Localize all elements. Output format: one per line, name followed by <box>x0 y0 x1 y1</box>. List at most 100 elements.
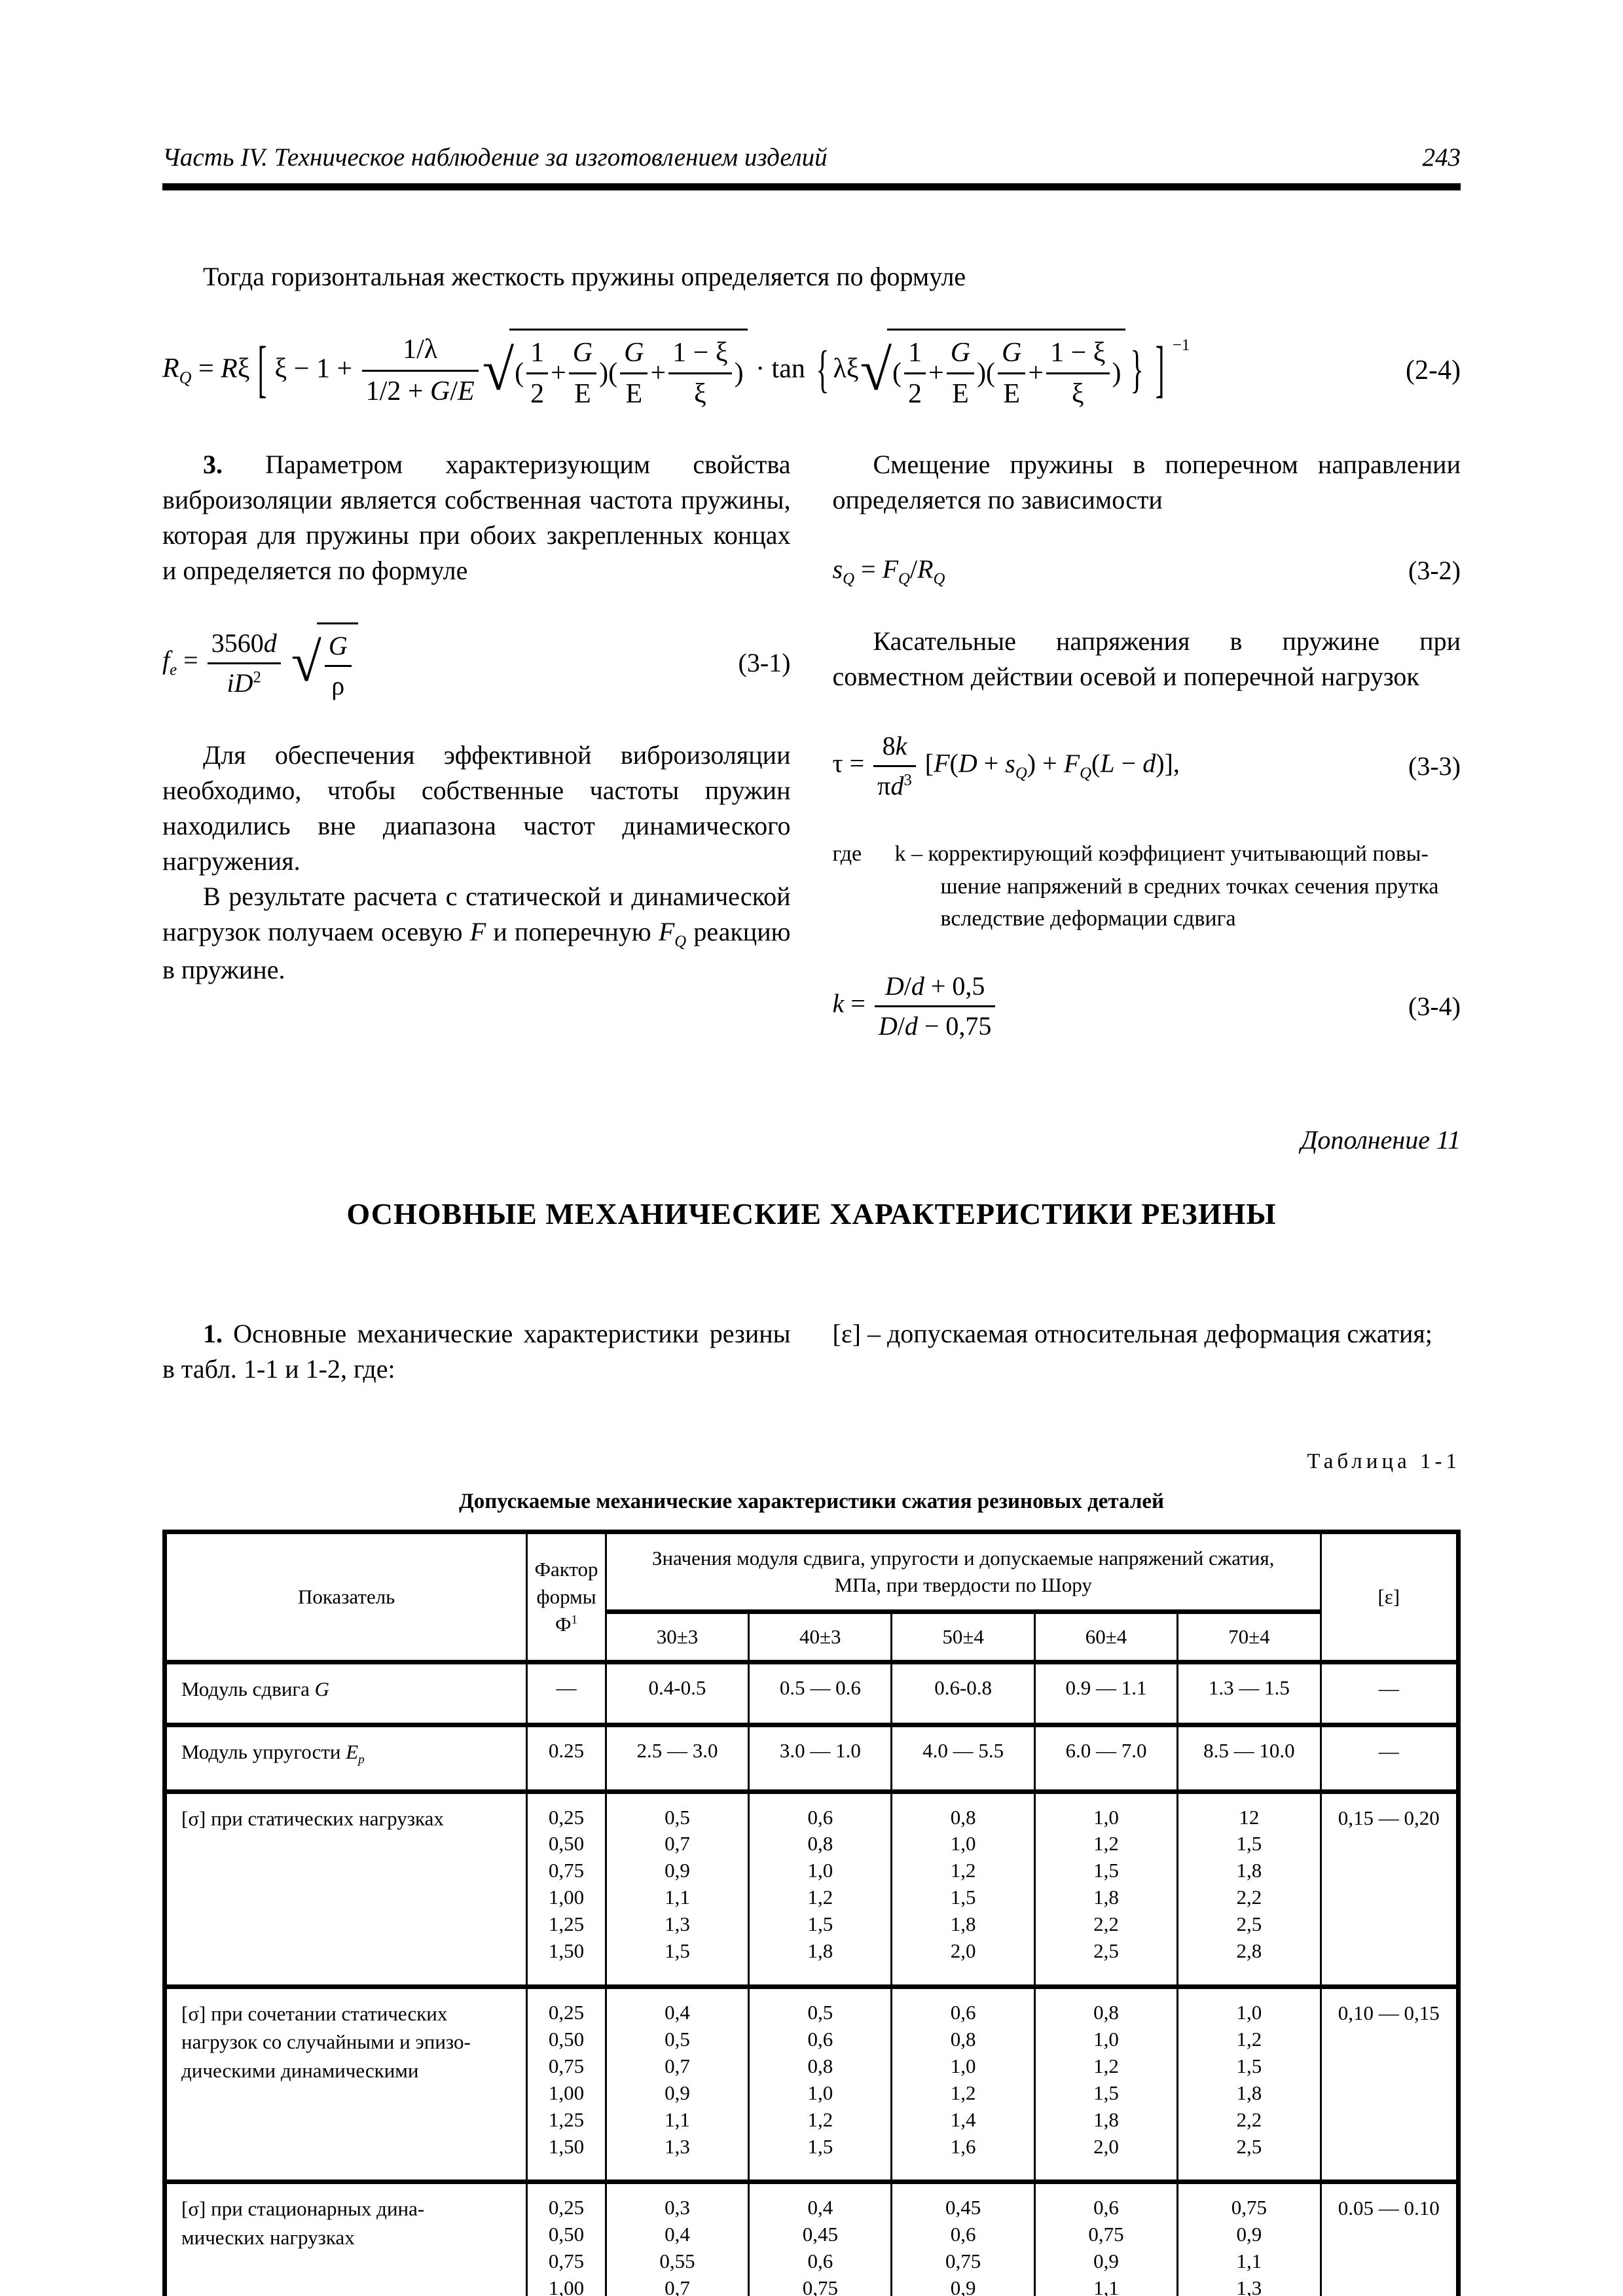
page-number: 243 <box>1422 143 1461 171</box>
paragraph-shear: Касательные напряжения в пружине при сов… <box>832 626 1461 692</box>
value-cell: 2.5 — 3.0 <box>604 1723 750 1793</box>
value-cell: 0,6 0,8 1,0 1,2 1,5 1,8 <box>748 1789 893 1988</box>
indicator-cell: Модуль сдвига G <box>163 1660 528 1727</box>
value-cell: 3.0 — 1.0 <box>748 1723 893 1793</box>
hardness-col-header: 50±4 <box>890 1611 1036 1665</box>
section-intro-left: 1. Основные механические характеристики … <box>162 1316 791 1387</box>
value-cell: 1,0 1,2 1,5 1,8 2,2 2,5 <box>1176 1984 1322 2183</box>
hardness-col-header: 30±3 <box>604 1611 750 1665</box>
value-cell: 0,250,500,751,001,251,50 <box>526 2179 607 2296</box>
formula-number: (2-4) <box>1406 355 1461 386</box>
formula-3-3: τ = 8k πd3 [F(D + sQ) + FQ(L − d)], (3-3) <box>833 728 1461 804</box>
eps-cell: — <box>1319 1723 1460 1793</box>
value-cell: — <box>526 1660 607 1727</box>
where-label: где <box>832 842 862 867</box>
indicator-cell: [σ] при сочетании статических нагрузок со… <box>163 1984 528 2183</box>
value-cell: 0.25 <box>526 1723 607 1793</box>
table-head: Показатель Фактор формы Ф1 Значения модуля… <box>163 1530 1460 1665</box>
section-intro-right-text: [ε] – допускаемая относительная деформац… <box>832 1319 1432 1349</box>
value-cell: 0,8 1,0 1,2 1,5 1,8 2,0 <box>1033 1984 1179 2183</box>
value-cell: 12 1,5 1,8 2,2 2,5 2,8 <box>1176 1789 1322 1988</box>
value-cell: 0,60,750,91,11,31,5 <box>1033 2179 1179 2296</box>
value-cell: 0,450,60,750,91,01,2 <box>890 2179 1036 2296</box>
formula-number: (3-1) <box>738 648 791 678</box>
formula-2-4: RQ = Rξ[ξ − 1 + 1/λ 1/2 + G/E √(1 2 + G E)(G E +… <box>162 328 1461 413</box>
formula-3-2: sQ = FQ/RQ (3-2) <box>833 552 1461 590</box>
section-intro: 1. Основные механические характеристики … <box>162 1316 1461 1387</box>
value-cell: 0.5 — 0.6 <box>748 1660 893 1727</box>
right-column: Смещение пружины в поперечном направлени… <box>833 447 1461 1078</box>
table-row: Модуль сдвига G —0.4-0.5 0.5 — 0.6 0.6-0.8 0… <box>163 1660 1460 1727</box>
indicator-cell: Модуль упругости Ep <box>163 1723 528 1793</box>
table-row: [σ] при статических нагрузках 0,25 0,50 0,7… <box>163 1789 1460 1988</box>
where-clause: где k – корректирующий коэффициент учиты… <box>833 838 1461 935</box>
formula-number: (3-2) <box>1408 556 1461 586</box>
value-cell: 8.5 — 10.0 <box>1176 1723 1322 1793</box>
eps-cell: — <box>1319 1660 1460 1727</box>
supplement-label: Дополнение 11 <box>1300 1125 1461 1155</box>
paragraph-5: В результате расчета с статической и дин… <box>162 882 791 985</box>
col-header-epsilon: [ε] <box>1319 1530 1460 1665</box>
section-title: ОСНОВНЫЕ МЕХАНИЧЕСКИЕ ХАРАКТЕРИСТИКИ РЕЗ… <box>346 1197 1277 1231</box>
eps-cell: 0,15 — 0,20 <box>1319 1789 1460 1988</box>
table-label: Таблица 1-1 <box>1307 1450 1461 1474</box>
header-rule <box>162 183 1461 190</box>
indicator-cell: [σ] при статических нагрузках <box>163 1789 528 1988</box>
value-cell: 0,5 0,6 0,8 1,0 1,2 1,5 <box>748 1984 893 2183</box>
value-cell: 6.0 — 7.0 <box>1033 1723 1179 1793</box>
formula-expression: sQ = FQ/RQ <box>832 554 945 588</box>
characteristics-table: Показатель Фактор формы Ф1 Значения модуля… <box>162 1529 1461 2296</box>
formula-number: (3-4) <box>1408 991 1461 1021</box>
paragraph-shift: Смещение пружины в поперечном направлени… <box>832 450 1461 515</box>
value-cell: 0,6 0,8 1,0 1,2 1,4 1,6 <box>890 1984 1036 2183</box>
hardness-col-header: 70±4 <box>1176 1611 1322 1665</box>
value-cell: 0,4 0,5 0,7 0,9 1,1 1,3 <box>604 1984 750 2183</box>
table-row: Модуль упругости Ep 0.25 2.5 — 3.0 3.0 — 1.… <box>163 1723 1460 1793</box>
table-row: [σ] при сочетании статических нагрузок со… <box>163 1984 1460 2183</box>
hardness-subheader-row: 30±3 40±3 50±4 60±4 70±4 <box>165 1611 1459 1665</box>
col-header-indicator: Показатель <box>163 1530 528 1665</box>
formula-3-4: k = D/d + 0,5 D/d − 0,75 (3-4) <box>833 969 1461 1044</box>
table-title: Допускаемые механические характеристики … <box>458 1490 1164 1514</box>
running-head: Часть IV. Техническое наблюдение за изго… <box>162 141 1461 175</box>
eps-cell: 0.05 — 0.10 <box>1319 2179 1460 2296</box>
value-cell: 1.3 — 1.5 <box>1176 1660 1322 1727</box>
value-cell: 0,750,91,11,31,62,0 <box>1176 2179 1322 2296</box>
col-header-form-factor: Фактор формы Ф1 <box>526 1530 607 1665</box>
value-cell: 1,0 1,2 1,5 1,8 2,2 2,5 <box>1033 1789 1179 1988</box>
eps-cell: 0,10 — 0,15 <box>1319 1984 1460 2183</box>
value-cell: 0,5 0,7 0,9 1,1 1,3 1,5 <box>604 1789 750 1988</box>
value-cell: 0.6-0.8 <box>890 1660 1036 1727</box>
where-definition: k – корректирующий коэффициент учитывающ… <box>894 842 1439 931</box>
value-cell: 4.0 — 5.5 <box>890 1723 1036 1793</box>
formula-expression: k = D/d + 0,5 D/d − 0,75 <box>833 969 1393 1044</box>
left-column: 3. Параметром характеризующим свойства в… <box>162 447 791 1078</box>
formula-expression: τ = 8k πd3 [F(D + sQ) + FQ(L − d)], <box>833 728 1393 804</box>
value-cell: 0,30,40,550,70,81,0 <box>604 2179 750 2296</box>
table-body: Модуль сдвига G —0.4-0.5 0.5 — 0.6 0.6-0.8 0… <box>163 1660 1460 2296</box>
formula-number: (3-3) <box>1408 751 1461 781</box>
table-header-row: Показатель Фактор формы Ф1 Значения модуля… <box>163 1530 1460 1665</box>
col-group-header: Значения модуля сдвига, упругости и допу… <box>604 1530 1322 1615</box>
hardness-col-header: 60±4 <box>1033 1611 1179 1665</box>
section-intro-left-text: 1. Основные механические характеристики … <box>162 1319 791 1384</box>
indicator-cell: [σ] при стационарных дина-мических нагру… <box>163 2179 528 2296</box>
value-cell: 0,8 1,0 1,2 1,5 1,8 2,0 <box>890 1789 1036 1988</box>
value-cell: 0.9 — 1.1 <box>1033 1660 1179 1727</box>
hardness-col-header: 40±3 <box>748 1611 893 1665</box>
intro-paragraph: Тогда горизонтальная жесткость пружины о… <box>203 261 966 291</box>
value-cell: 0.4-0.5 <box>604 1660 750 1727</box>
section-intro-right: [ε] – допускаемая относительная деформац… <box>833 1316 1461 1387</box>
paragraph-4: Для обеспечения эффективной виброизоляци… <box>162 740 791 876</box>
formula-expression: RQ = Rξ[ξ − 1 + 1/λ 1/2 + G/E √(1 2 + G E)(G E +… <box>162 328 1390 413</box>
paragraph-3: 3. Параметром характеризующим свойства в… <box>162 450 791 586</box>
table-row: [σ] при стационарных дина-мических нагру… <box>163 2179 1460 2296</box>
two-column-section: 3. Параметром характеризующим свойства в… <box>162 447 1461 1078</box>
running-head-title: Часть IV. Техническое наблюдение за изго… <box>162 143 828 171</box>
value-cell: 0,40,450,60,750,91,1 <box>748 2179 893 2296</box>
